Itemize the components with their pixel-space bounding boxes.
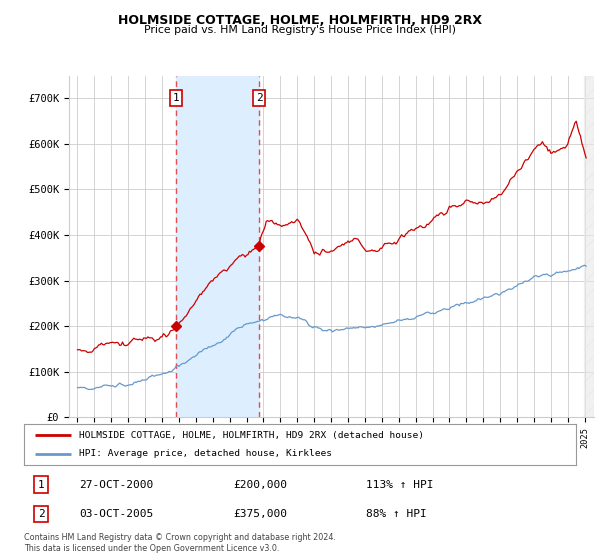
Text: 113% ↑ HPI: 113% ↑ HPI [366,479,434,489]
Text: 03-OCT-2005: 03-OCT-2005 [79,509,154,519]
Text: £200,000: £200,000 [234,479,288,489]
Text: 2: 2 [256,93,263,103]
Text: HOLMSIDE COTTAGE, HOLME, HOLMFIRTH, HD9 2RX: HOLMSIDE COTTAGE, HOLME, HOLMFIRTH, HD9 … [118,14,482,27]
Bar [176,76,259,417]
Text: HPI: Average price, detached house, Kirklees: HPI: Average price, detached house, Kirk… [79,450,332,459]
Text: Price paid vs. HM Land Registry's House Price Index (HPI): Price paid vs. HM Land Registry's House … [144,25,456,35]
Bar [584,76,594,417]
Text: 2: 2 [38,509,44,519]
Text: 1: 1 [38,479,44,489]
Text: £375,000: £375,000 [234,509,288,519]
Text: Contains HM Land Registry data © Crown copyright and database right 2024.
This d: Contains HM Land Registry data © Crown c… [24,533,336,553]
Text: HOLMSIDE COTTAGE, HOLME, HOLMFIRTH, HD9 2RX (detached house): HOLMSIDE COTTAGE, HOLME, HOLMFIRTH, HD9 … [79,431,424,440]
Text: 27-OCT-2000: 27-OCT-2000 [79,479,154,489]
Text: 88% ↑ HPI: 88% ↑ HPI [366,509,427,519]
Text: 1: 1 [172,93,179,103]
